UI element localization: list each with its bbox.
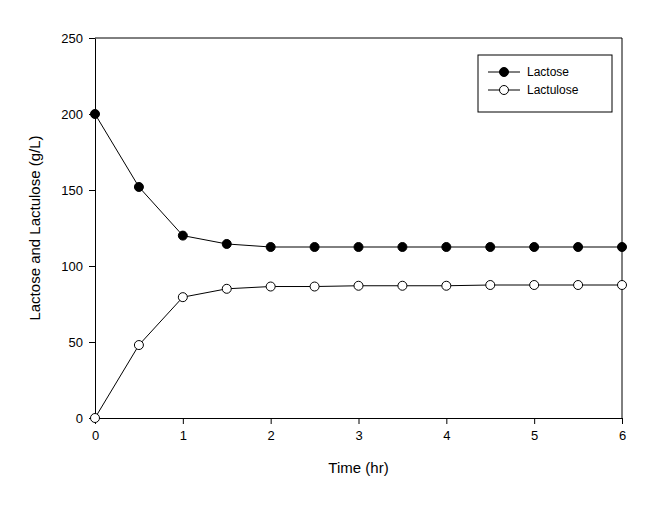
tick-label: 150 [61, 183, 83, 198]
tick: 50 [69, 335, 95, 350]
tick-mark [89, 190, 95, 191]
tick: 150 [61, 183, 95, 198]
point [530, 281, 539, 290]
tick: 3 [355, 418, 362, 443]
tick-label: 0 [76, 411, 83, 426]
point [222, 284, 231, 293]
point [530, 243, 539, 252]
tick-mark [359, 418, 360, 424]
tick-label: 200 [61, 107, 83, 122]
point [91, 110, 100, 119]
data-area [91, 110, 627, 423]
tick: 4 [443, 418, 450, 443]
legend: Lactose Lactulose [478, 55, 612, 112]
tick: 6 [619, 418, 626, 443]
tick-mark [271, 418, 272, 424]
tick-label: 3 [355, 428, 362, 443]
legend-marker [500, 68, 509, 77]
tick: 100 [61, 259, 95, 274]
frame [622, 38, 623, 418]
tick-label: 250 [61, 31, 83, 46]
x-axis-title: Time (hr) [328, 459, 388, 476]
point [618, 281, 627, 290]
tick-label: 0 [92, 428, 99, 443]
point [486, 243, 495, 252]
point [134, 341, 143, 350]
tick-label: 50 [69, 335, 83, 350]
tick-mark [622, 418, 623, 424]
tick: 200 [61, 107, 95, 122]
point [266, 243, 275, 252]
x-axis: 0 1 2 3 4 5 6 [92, 418, 626, 443]
legend-box [478, 55, 612, 112]
y-axis: 0 50 100 150 200 250 [61, 31, 95, 426]
axis-line [95, 39, 96, 419]
tick-mark [446, 418, 447, 424]
point [134, 182, 143, 191]
series-line [95, 285, 622, 418]
plot: 0 1 2 3 4 5 6 0 50 100 150 200 250 Lactose Lactulose [61, 31, 626, 444]
tick-label: 100 [61, 259, 83, 274]
point [574, 243, 583, 252]
series-line [95, 114, 622, 247]
point [398, 243, 407, 252]
tick: 2 [268, 418, 275, 443]
tick-mark [89, 342, 95, 343]
tick: 1 [180, 418, 187, 443]
point [266, 282, 275, 291]
point [354, 243, 363, 252]
legend-marker [500, 86, 509, 95]
tick-label: 2 [268, 428, 275, 443]
point [618, 243, 627, 252]
tick-label: 6 [619, 428, 626, 443]
tick-label: 4 [443, 428, 450, 443]
tick-label: 1 [180, 428, 187, 443]
point [310, 282, 319, 291]
point [574, 281, 583, 290]
frame [95, 38, 622, 39]
tick-label: 5 [531, 428, 538, 443]
point [442, 243, 451, 252]
chart: 0 1 2 3 4 5 6 0 50 100 150 200 250 Lactose Lactulose Ti… [0, 0, 656, 505]
legend-label: Lactulose [527, 83, 579, 97]
point [178, 293, 187, 302]
point [486, 281, 495, 290]
tick-mark [534, 418, 535, 424]
tick: 250 [61, 31, 95, 46]
tick: 5 [531, 418, 538, 443]
tick-mark [89, 38, 95, 39]
legend-label: Lactose [527, 65, 569, 79]
point [310, 243, 319, 252]
point [178, 231, 187, 240]
point [91, 414, 100, 423]
point [442, 281, 451, 290]
tick-mark [183, 418, 184, 424]
point [354, 281, 363, 290]
y-axis-title: Lactose and Lactulose (g/L) [26, 135, 43, 320]
point [222, 239, 231, 248]
tick-mark [89, 266, 95, 267]
point [398, 281, 407, 290]
